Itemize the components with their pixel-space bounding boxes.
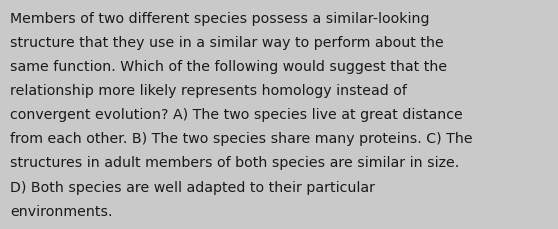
Text: convergent evolution? A) The two species live at great distance: convergent evolution? A) The two species… <box>10 108 463 122</box>
Text: D) Both species are well adapted to their particular: D) Both species are well adapted to thei… <box>10 180 375 194</box>
Text: same function. Which of the following would suggest that the: same function. Which of the following wo… <box>10 60 447 74</box>
Text: structure that they use in a similar way to perform about the: structure that they use in a similar way… <box>10 35 444 49</box>
Text: relationship more likely represents homology instead of: relationship more likely represents homo… <box>10 84 407 98</box>
Text: structures in adult members of both species are similar in size.: structures in adult members of both spec… <box>10 156 459 170</box>
Text: environments.: environments. <box>10 204 113 218</box>
Text: from each other. B) The two species share many proteins. C) The: from each other. B) The two species shar… <box>10 132 473 146</box>
Text: Members of two different species possess a similar-looking: Members of two different species possess… <box>10 11 430 25</box>
